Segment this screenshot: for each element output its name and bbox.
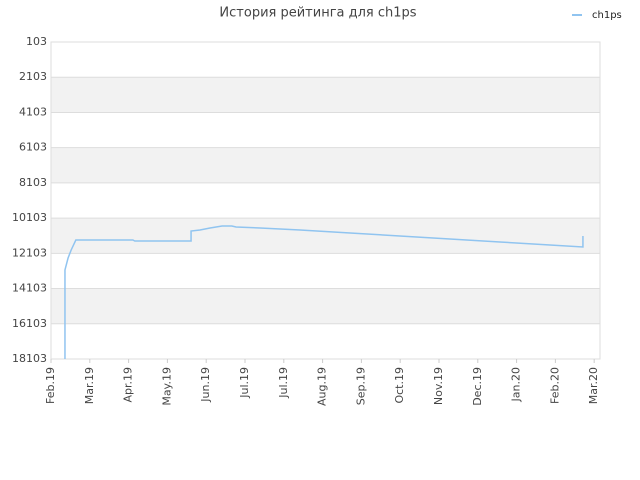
y-tick-label: 18103 <box>12 352 47 365</box>
y-tick-label: 4103 <box>19 105 47 118</box>
grid-band <box>51 288 600 324</box>
x-tick-label: Sep.19 <box>354 367 367 405</box>
y-tick-label: 2103 <box>19 70 47 83</box>
x-tick-label: Jul.19 <box>238 367 251 399</box>
x-tick-label: Jan.20 <box>510 367 523 402</box>
y-tick-label: 16103 <box>12 317 47 330</box>
grid-band <box>51 147 600 183</box>
grid-band <box>51 218 600 254</box>
x-tick-label: Jun.19 <box>199 367 212 403</box>
x-tick-label: Nov.19 <box>432 367 445 405</box>
y-tick-label: 12103 <box>12 246 47 259</box>
y-tick-label: 8103 <box>19 176 47 189</box>
x-tick-label: Dec.19 <box>471 367 484 406</box>
series-line <box>64 225 584 359</box>
y-tick-label: 10103 <box>12 211 47 224</box>
chart-title: История рейтинга для ch1ps <box>219 6 416 21</box>
x-tick-label: Apr.19 <box>122 367 135 403</box>
x-tick-label: Oct.19 <box>393 367 406 404</box>
x-tick-label: Feb.19 <box>44 367 57 404</box>
x-tick-label: Aug.19 <box>316 367 329 406</box>
grid-band <box>51 77 600 113</box>
y-tick-label: 14103 <box>12 282 47 295</box>
x-tick-label: Mar.19 <box>83 367 96 404</box>
y-tick-label: 103 <box>26 35 47 48</box>
x-tick-label: May.19 <box>160 367 173 406</box>
legend-label: ch1ps <box>592 10 622 21</box>
x-tick-label: Feb.20 <box>548 367 561 404</box>
x-tick-label: Jul.19 <box>277 367 290 399</box>
y-tick-label: 6103 <box>19 141 47 154</box>
x-tick-label: Mar.20 <box>587 367 600 404</box>
